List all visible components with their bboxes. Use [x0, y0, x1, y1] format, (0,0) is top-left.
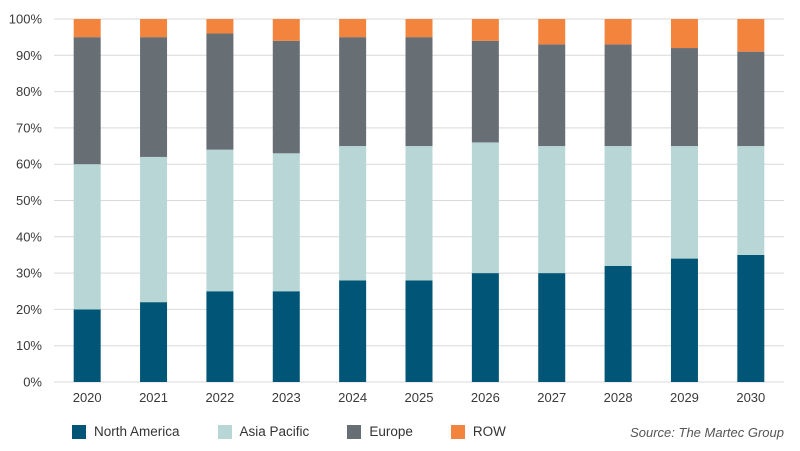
bar-segment-row	[405, 19, 433, 38]
legend-label-row: ROW	[472, 424, 506, 439]
bar-segment-europe	[604, 44, 632, 147]
y-tick-label: 90%	[16, 48, 42, 63]
bar-segment-north-america	[670, 258, 698, 382]
bar-segment-europe	[405, 37, 433, 147]
source-note: Source: The Martec Group	[630, 425, 784, 440]
bar-segment-row	[272, 19, 300, 41]
bar-segment-north-america	[140, 302, 168, 382]
bar-segment-row	[737, 19, 765, 52]
x-tick-label: 2029	[670, 390, 699, 405]
bar-segment-europe	[670, 48, 698, 147]
legend-label-north-america: North America	[94, 424, 180, 439]
legend-item-europe: Europe	[347, 424, 413, 439]
bar-segment-asia-pacific	[538, 146, 566, 274]
y-tick-label: 100%	[9, 12, 43, 27]
bars	[73, 19, 765, 382]
y-tick-label: 50%	[16, 193, 42, 208]
x-tick-label: 2026	[471, 390, 500, 405]
x-tick-label: 2025	[405, 390, 434, 405]
bar-segment-north-america	[538, 273, 566, 382]
bar-segment-europe	[538, 44, 566, 147]
bar-segment-europe	[206, 33, 234, 150]
legend: North America Asia Pacific Europe ROW	[72, 424, 544, 439]
bar-segment-row	[538, 19, 566, 45]
bar-segment-europe	[272, 40, 300, 154]
bar-segment-europe	[140, 37, 168, 157]
x-axis: 2020 2021 2022 2023 2024 2025 2026 2027 2028 2029…	[73, 390, 766, 405]
bar-segment-row	[471, 19, 499, 41]
y-axis: 0% 10% 20% 30% 40% 50% 60% 70% 80% 90% 100%	[9, 12, 43, 390]
bar-segment-asia-pacific	[737, 146, 765, 255]
bar-segment-row	[140, 19, 168, 38]
legend-swatch-asia-pacific	[217, 424, 232, 439]
bar-segment-europe	[737, 51, 765, 147]
legend-item-north-america: North America	[72, 424, 180, 439]
y-tick-label: 40%	[16, 229, 42, 244]
y-tick-label: 20%	[16, 302, 42, 317]
bar-segment-asia-pacific	[604, 146, 632, 266]
y-tick-label: 60%	[16, 157, 42, 172]
y-tick-label: 30%	[16, 266, 42, 281]
x-tick-label: 2023	[272, 390, 301, 405]
x-tick-label: 2027	[537, 390, 566, 405]
bar-segment-north-america	[206, 291, 234, 382]
bar-segment-asia-pacific	[272, 153, 300, 292]
bar-segment-north-america	[405, 280, 433, 382]
y-tick-label: 70%	[16, 120, 42, 135]
legend-label-europe: Europe	[369, 424, 413, 439]
legend-item-row: ROW	[450, 424, 506, 439]
bar-segment-row	[339, 19, 367, 38]
y-tick-label: 80%	[16, 84, 42, 99]
bar-segment-europe	[339, 37, 367, 147]
bar-segment-row	[604, 19, 632, 45]
x-tick-label: 2021	[139, 390, 168, 405]
bar-segment-asia-pacific	[206, 149, 234, 292]
bar-segment-asia-pacific	[670, 146, 698, 259]
bar-segment-row	[670, 19, 698, 49]
x-tick-label: 2022	[205, 390, 234, 405]
legend-swatch-europe	[347, 424, 362, 439]
bar-segment-row	[206, 19, 234, 34]
bar-segment-north-america	[339, 280, 367, 382]
bar-segment-europe	[73, 37, 101, 165]
bar-segment-asia-pacific	[405, 146, 433, 281]
x-tick-label: 2028	[604, 390, 633, 405]
bar-segment-north-america	[737, 254, 765, 382]
legend-item-asia-pacific: Asia Pacific	[217, 424, 310, 439]
legend-swatch-north-america	[72, 424, 86, 439]
legend-label-asia-pacific: Asia Pacific	[239, 424, 310, 439]
x-tick-label: 2020	[73, 390, 102, 405]
x-tick-label: 2024	[338, 390, 367, 405]
bar-segment-asia-pacific	[339, 146, 367, 281]
legend-swatch-row	[450, 424, 465, 439]
bar-segment-asia-pacific	[73, 164, 101, 310]
bar-segment-north-america	[604, 265, 632, 382]
bar-segment-asia-pacific	[140, 156, 168, 303]
y-tick-label: 10%	[16, 338, 42, 353]
bar-segment-asia-pacific	[471, 142, 499, 274]
bar-segment-north-america	[73, 309, 101, 382]
x-tick-label: 2030	[736, 390, 765, 405]
bar-segment-row	[73, 19, 101, 38]
bar-segment-europe	[471, 40, 499, 143]
bar-segment-north-america	[471, 273, 499, 382]
y-tick-label: 0%	[23, 375, 42, 390]
bar-segment-north-america	[272, 291, 300, 382]
